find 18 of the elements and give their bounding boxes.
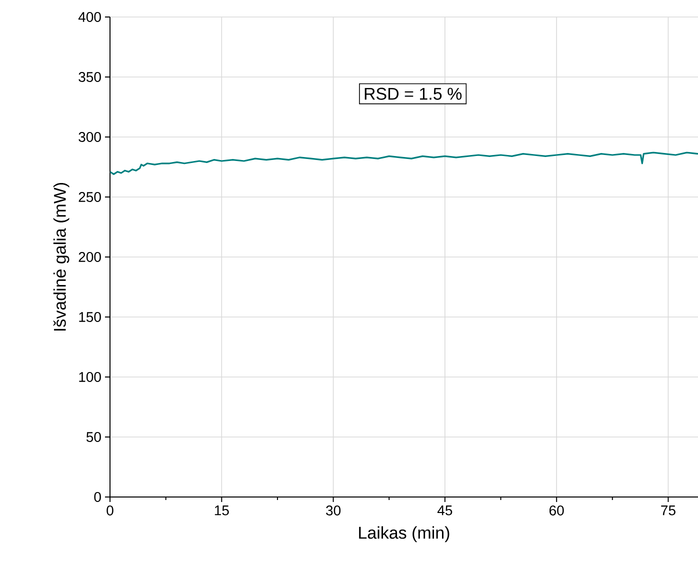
y-tick-label: 100 bbox=[79, 372, 101, 382]
y-tick-label: 0 bbox=[94, 492, 101, 502]
x-tick-label: 45 bbox=[437, 506, 452, 516]
y-tick-label: 400 bbox=[78, 12, 101, 22]
y-tick-label: 350 bbox=[78, 72, 101, 82]
x-axis-title: Laikas (min) bbox=[359, 526, 450, 542]
y-tick-label: 250 bbox=[78, 192, 101, 202]
y-tick-label: 50 bbox=[86, 432, 101, 442]
y-tick-label: 200 bbox=[78, 252, 101, 262]
x-tick-label: 75 bbox=[661, 506, 676, 516]
x-tick-label: 60 bbox=[550, 506, 564, 516]
annotation: RSD = 1.5 % bbox=[364, 88, 462, 100]
y-tick-label: 300 bbox=[78, 132, 101, 142]
y-tick-label: 150 bbox=[79, 312, 101, 322]
x-tick-label: 0 bbox=[106, 506, 114, 516]
x-tick-label: 15 bbox=[214, 506, 229, 516]
y-axis-title: Išvadinė galia (mW) bbox=[53, 182, 70, 331]
x-tick-label: 30 bbox=[326, 506, 341, 516]
